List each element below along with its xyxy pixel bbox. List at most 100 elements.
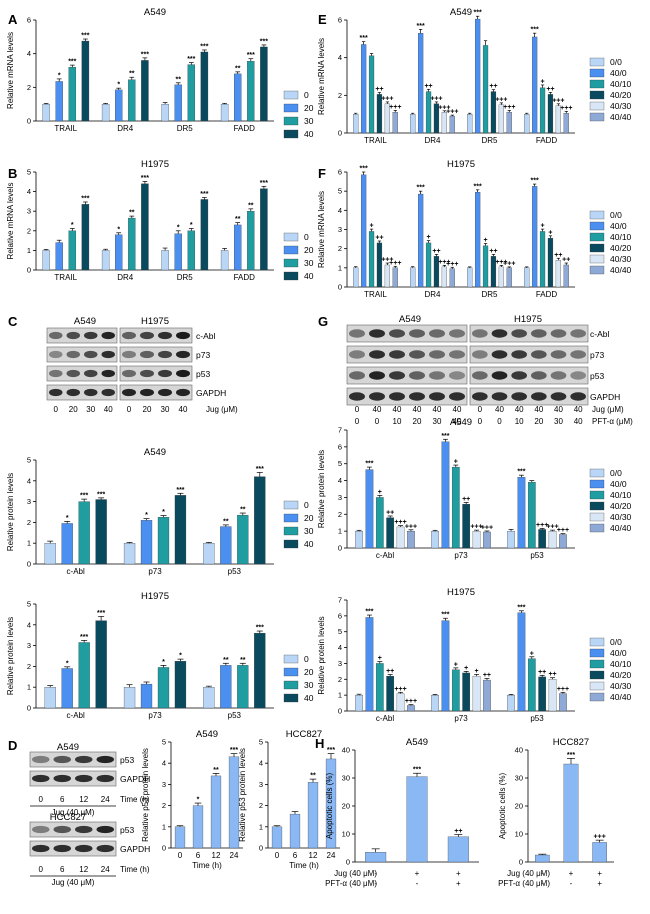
x-category-label: c-Abl — [67, 711, 85, 720]
legend-swatch — [589, 692, 605, 702]
legend-swatch — [589, 659, 605, 669]
blot-band — [449, 392, 465, 401]
blot-strip — [469, 324, 589, 343]
significance-label: ** — [248, 202, 254, 209]
y-axis-label: Relative p53 protein levels — [141, 748, 150, 842]
significance-label: *** — [256, 466, 264, 473]
bar — [95, 499, 107, 565]
blot-lane-label: 0 — [127, 405, 132, 414]
bar — [396, 526, 405, 549]
bar — [475, 191, 481, 288]
significance-label: +++ — [552, 97, 564, 104]
bar — [95, 620, 107, 709]
blot-band-label: GAPDH — [590, 392, 620, 402]
blot-lane-label: 6 — [60, 865, 65, 874]
blot-band — [491, 392, 508, 401]
blot-band — [389, 350, 405, 359]
blot-lane-label: 40 — [574, 417, 583, 426]
bar — [101, 104, 110, 122]
blot-lane-label: 40 — [554, 405, 563, 414]
bar — [441, 441, 450, 549]
blot-lane-label: 20 — [69, 405, 78, 414]
legend-swatch — [283, 103, 299, 113]
blot-lane-label: 40 — [534, 405, 543, 414]
y-tick-label: 4 — [27, 620, 31, 629]
y-tick-label: 5 — [338, 627, 342, 636]
bar — [396, 693, 405, 712]
blot-band — [409, 392, 425, 401]
significance-label: +++ — [430, 95, 442, 102]
significance-label: *** — [417, 23, 425, 30]
blot-strip — [29, 821, 117, 838]
bar — [42, 104, 50, 122]
bar — [410, 114, 416, 134]
bar — [483, 679, 491, 712]
bar — [548, 679, 557, 712]
bar — [376, 242, 383, 288]
significance-label: ** — [235, 216, 241, 223]
significance-label: + — [426, 234, 430, 241]
blot-band — [158, 388, 172, 397]
legend-swatch — [283, 513, 299, 523]
legend-label: 20 — [304, 245, 314, 255]
significance-label: +++ — [394, 686, 406, 693]
y-tick-label: 0 — [162, 844, 166, 853]
significance-label: *** — [260, 180, 268, 187]
blot-band — [389, 371, 405, 380]
bar — [386, 517, 395, 549]
panel-letter: D — [8, 738, 17, 753]
x-category-label: 6 — [196, 851, 201, 860]
blot-lane-label: 40 — [393, 405, 402, 414]
y-tick-label: 1 — [162, 822, 166, 831]
blot-band — [369, 371, 385, 380]
significance-label: *** — [327, 747, 335, 754]
bar — [559, 534, 567, 549]
bar — [375, 497, 384, 549]
legend-label: 0/0 — [610, 57, 622, 67]
bar — [386, 675, 395, 712]
significance-label: + — [464, 665, 468, 672]
significance-label: *** — [441, 612, 449, 619]
chart-title: HCC827 — [286, 729, 322, 740]
significance-label: + — [483, 237, 487, 244]
blot-band — [140, 331, 154, 340]
blot-band — [96, 755, 114, 764]
bar — [187, 64, 196, 122]
significance-label: + — [475, 668, 479, 675]
y-tick-label: 4 — [338, 476, 342, 485]
significance-label: +++ — [381, 257, 393, 264]
bar — [220, 526, 232, 565]
blot-strip — [119, 327, 193, 344]
y-tick-label: 4 — [27, 49, 31, 58]
legend-swatch — [589, 681, 605, 691]
x-category-label: DR4 — [424, 290, 441, 299]
bar — [392, 267, 398, 288]
blot-cell-label: H1975 — [141, 316, 169, 327]
blot-lane-label: 12 — [79, 865, 88, 874]
significance-label: *** — [68, 59, 76, 66]
y-tick-label: 4 — [259, 759, 263, 768]
bar — [449, 268, 455, 288]
legend-swatch — [589, 501, 605, 511]
y-axis-label: Apoptotic cells (%) — [498, 773, 507, 840]
blot-lane-label: 0 — [355, 417, 360, 426]
legend-label: 20 — [304, 103, 314, 113]
y-tick-label: 7 — [338, 426, 342, 435]
bar — [431, 694, 439, 712]
bar — [260, 46, 268, 122]
blot-band — [389, 392, 405, 401]
bar — [101, 250, 110, 271]
y-tick-label: 0 — [259, 844, 263, 853]
legend-label: 40/20 — [610, 501, 632, 511]
y-axis-label: Relative mRNA levels — [6, 183, 15, 260]
significance-label: *** — [474, 183, 482, 190]
x-category-label: FADD — [234, 273, 256, 282]
significance-label: * — [145, 512, 148, 519]
y-tick-label: 2 — [27, 662, 31, 671]
blot-lane-label: 0 — [497, 417, 502, 426]
y-tick-label: 5 — [338, 459, 342, 468]
blot-lane-label: 0 — [355, 405, 360, 414]
legend-swatch — [283, 129, 299, 139]
y-tick-label: 3 — [338, 493, 342, 502]
legend-swatch — [283, 116, 299, 126]
